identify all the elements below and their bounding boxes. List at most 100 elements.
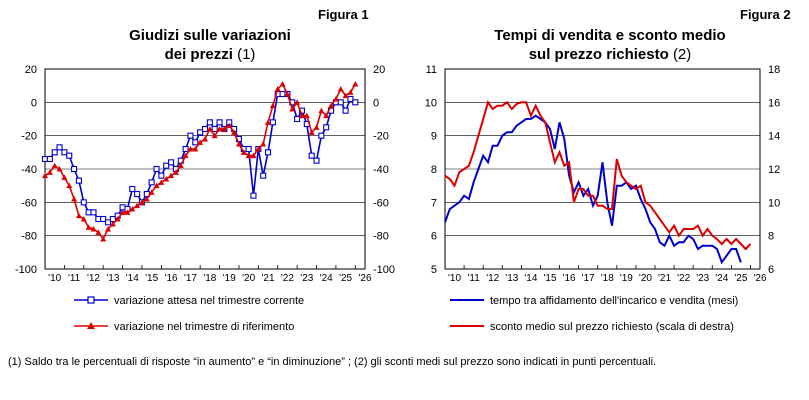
y-tick-label-right: 14 [768, 131, 780, 143]
figure2-legend-label-1: tempo tra affidamento dell'incarico e ve… [490, 295, 739, 307]
figure2-title: Tempi di vendita e sconto medio sul prez… [460, 26, 760, 64]
figure2-title-line1: Tempi di vendita e sconto medio [494, 27, 726, 44]
data-point-square [51, 149, 58, 156]
figure1-legend-symbol-2 [74, 322, 108, 329]
x-tick-label: '12 [486, 273, 499, 284]
x-tick-label: '25 [734, 273, 747, 284]
data-point-triangle [202, 136, 208, 142]
data-point-square [168, 159, 175, 166]
x-tick-label: '10 [448, 273, 461, 284]
y-tick-label-left: 20 [25, 64, 37, 76]
data-point-triangle [129, 206, 136, 212]
data-point-triangle [352, 81, 359, 87]
y-tick-label-right: -60 [373, 197, 389, 209]
data-point-triangle [206, 126, 213, 132]
y-tick-label-left: 11 [426, 64, 437, 76]
data-point-square [352, 99, 359, 106]
data-point-triangle [100, 236, 107, 242]
data-point-triangle [187, 146, 194, 152]
data-point-square [71, 165, 78, 173]
data-point-square [313, 157, 320, 164]
x-tick-label: '10 [48, 273, 61, 284]
y-tick-label-right: -40 [373, 164, 389, 176]
data-point-triangle [90, 226, 97, 232]
data-point-triangle [332, 96, 339, 102]
data-point-square [187, 132, 194, 139]
data-point-square [100, 215, 107, 223]
data-point-triangle [235, 141, 242, 147]
data-point-square [264, 149, 272, 156]
y-tick-label-left: 6 [431, 231, 437, 243]
data-point-triangle [313, 124, 320, 130]
y-tick-label-right: 12 [768, 164, 780, 176]
x-tick-label: '22 [677, 273, 690, 284]
data-point-triangle [105, 226, 112, 232]
data-point-square [342, 107, 349, 114]
data-point-triangle [192, 146, 199, 152]
data-point-square [206, 119, 213, 126]
data-point-triangle [143, 196, 150, 202]
data-point-triangle [172, 169, 179, 175]
y-tick-label-right: 6 [768, 264, 774, 276]
y-tick-label-left: 0 [31, 97, 37, 109]
data-point-square [279, 90, 286, 98]
figure2-legend-symbol-1 [450, 299, 484, 301]
figure1-title-line1: Giudizi sulle variazioni [129, 27, 291, 44]
data-point-triangle [347, 89, 354, 95]
data-point-square [192, 139, 199, 146]
data-point-square [61, 149, 68, 156]
data-point-triangle [284, 91, 291, 97]
data-point-square [95, 215, 102, 223]
data-point-triangle [168, 172, 175, 179]
data-point-triangle [80, 216, 87, 222]
x-tick-label: '18 [601, 273, 614, 284]
figure1-legend-label-2: variazione nel trimestre di riferimento [114, 321, 295, 333]
figure1-title-note: (1) [237, 46, 256, 63]
data-point-triangle [255, 146, 262, 152]
y-tick-label-right: 10 [768, 197, 780, 209]
x-tick-label: '12 [87, 273, 100, 284]
x-tick-label: '19 [620, 273, 633, 284]
data-point-triangle [303, 112, 310, 119]
y-tick-label-right: 20 [373, 64, 385, 76]
x-tick-label: '23 [300, 273, 313, 284]
x-tick-label: '14 [126, 273, 139, 284]
data-point-triangle [231, 129, 238, 135]
data-point-triangle [274, 86, 281, 92]
data-point-triangle [109, 221, 116, 227]
y-tick-label-left: 9 [431, 131, 437, 143]
data-point-triangle [163, 176, 170, 182]
data-point-square [119, 204, 126, 211]
data-point-triangle [95, 229, 102, 235]
data-point-triangle [42, 172, 48, 179]
data-point-triangle [294, 99, 301, 105]
data-point-triangle [119, 209, 126, 215]
data-point-triangle [114, 216, 121, 222]
data-point-square [216, 119, 223, 126]
x-tick-label: '13 [505, 273, 518, 284]
figure2-label: Figura 2 [740, 7, 791, 22]
x-tick-label: '14 [524, 273, 537, 284]
data-point-triangle [66, 182, 73, 189]
data-point-triangle [216, 126, 223, 132]
figure2-legend-symbol-2 [450, 325, 484, 327]
data-point-triangle [51, 162, 58, 169]
figure2-chart: 11 10 9 8 7 6 5 18 16 14 12 10 8 6 '10 '11 '12 '13 '14 '15 '… [425, 64, 781, 284]
data-point-square [182, 145, 189, 153]
y-tick-label-left: -40 [21, 164, 37, 176]
data-point-square [153, 165, 160, 173]
data-point-square [337, 99, 344, 106]
data-point-square [197, 129, 204, 136]
data-point-square [318, 132, 325, 139]
x-tick-label: '16 [563, 273, 576, 284]
x-tick-label: '20 [639, 273, 652, 284]
data-point-square [308, 152, 315, 159]
data-point-triangle [197, 139, 204, 145]
x-tick-label: '19 [223, 273, 236, 284]
figure1-label: Figura 1 [318, 7, 369, 22]
data-point-triangle [182, 152, 189, 159]
data-point-triangle [226, 122, 233, 129]
data-point-triangle [148, 189, 155, 195]
data-point-triangle [245, 152, 252, 159]
x-tick-label: '16 [165, 273, 178, 284]
